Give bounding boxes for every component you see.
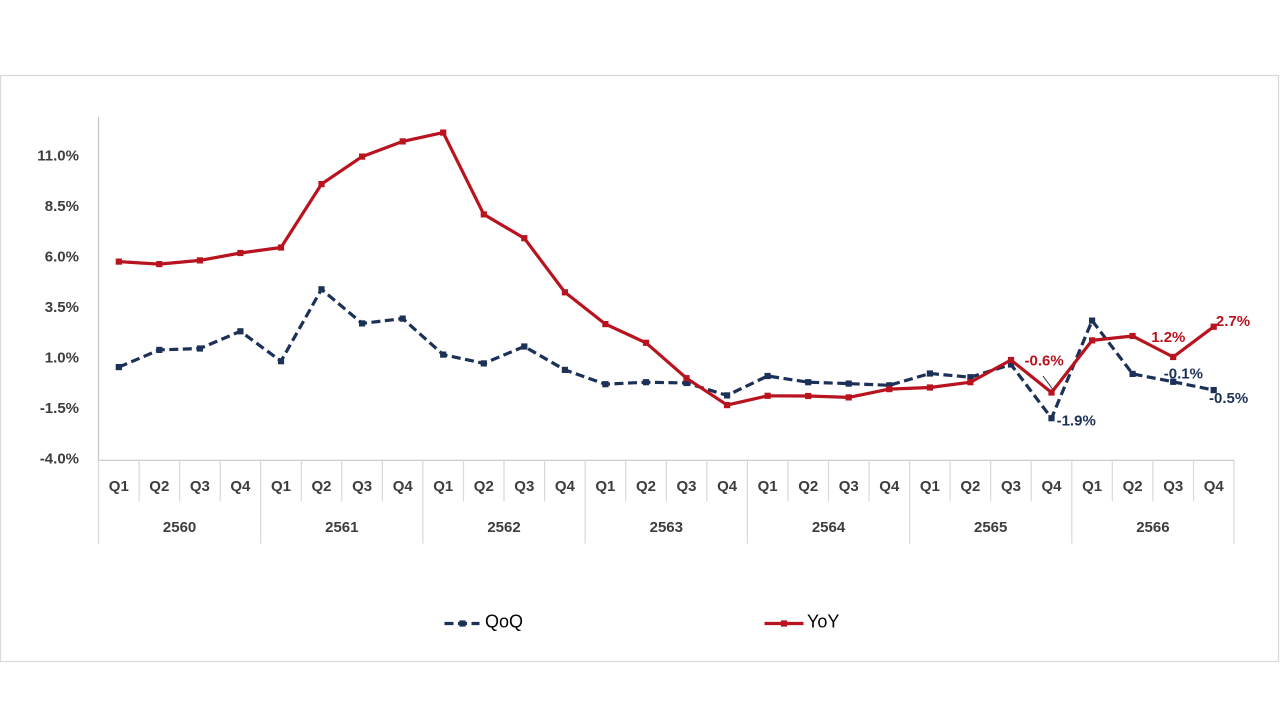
- svg-text:Q3: Q3: [514, 478, 534, 495]
- svg-text:1.0%: 1.0%: [45, 350, 79, 367]
- svg-text:Q1: Q1: [109, 478, 129, 495]
- svg-text:2564: 2564: [812, 519, 846, 536]
- svg-text:2561: 2561: [325, 519, 358, 536]
- svg-text:Q3: Q3: [352, 478, 372, 495]
- svg-text:-4.0%: -4.0%: [40, 451, 79, 468]
- svg-text:Q1: Q1: [920, 478, 940, 495]
- svg-text:Q1: Q1: [271, 478, 291, 495]
- svg-text:-1.5%: -1.5%: [40, 400, 79, 417]
- svg-text:Q4: Q4: [230, 478, 251, 495]
- svg-text:-0.5%: -0.5%: [1209, 390, 1248, 407]
- svg-text:Q4: Q4: [879, 478, 900, 495]
- svg-text:Q1: Q1: [1082, 478, 1102, 495]
- svg-text:2563: 2563: [650, 519, 683, 536]
- svg-text:Q2: Q2: [798, 478, 818, 495]
- svg-text:-0.1%: -0.1%: [1164, 366, 1203, 383]
- svg-text:2562: 2562: [487, 519, 520, 536]
- svg-text:Q1: Q1: [433, 478, 453, 495]
- svg-text:Q2: Q2: [149, 478, 169, 495]
- svg-text:11.0%: 11.0%: [37, 148, 79, 165]
- svg-text:2560: 2560: [163, 519, 196, 536]
- svg-text:1.2%: 1.2%: [1151, 329, 1185, 346]
- svg-text:3.5%: 3.5%: [45, 299, 79, 316]
- svg-text:Q4: Q4: [1041, 478, 1062, 495]
- svg-text:2565: 2565: [974, 519, 1007, 536]
- svg-text:2.7%: 2.7%: [1216, 313, 1250, 330]
- svg-text:-1.9%: -1.9%: [1057, 413, 1096, 430]
- svg-text:Q4: Q4: [717, 478, 738, 495]
- svg-text:Q2: Q2: [960, 478, 980, 495]
- svg-text:Q2: Q2: [311, 478, 331, 495]
- svg-text:Q2: Q2: [474, 478, 494, 495]
- svg-text:Q3: Q3: [1163, 478, 1183, 495]
- svg-text:2566: 2566: [1136, 519, 1169, 536]
- svg-text:Q2: Q2: [636, 478, 656, 495]
- svg-text:Q3: Q3: [839, 478, 859, 495]
- svg-text:Q2: Q2: [1123, 478, 1143, 495]
- svg-text:YoY: YoY: [807, 612, 839, 632]
- svg-text:Q3: Q3: [1001, 478, 1021, 495]
- svg-text:Q3: Q3: [190, 478, 210, 495]
- svg-text:-0.6%: -0.6%: [1025, 353, 1064, 370]
- svg-text:Q1: Q1: [595, 478, 615, 495]
- svg-text:Q4: Q4: [555, 478, 576, 495]
- svg-text:Q4: Q4: [393, 478, 414, 495]
- svg-text:Q1: Q1: [758, 478, 778, 495]
- svg-text:Q4: Q4: [1204, 478, 1225, 495]
- svg-text:Q3: Q3: [676, 478, 696, 495]
- svg-text:8.5%: 8.5%: [45, 198, 79, 215]
- svg-text:6.0%: 6.0%: [45, 249, 79, 266]
- svg-text:QoQ: QoQ: [485, 612, 523, 632]
